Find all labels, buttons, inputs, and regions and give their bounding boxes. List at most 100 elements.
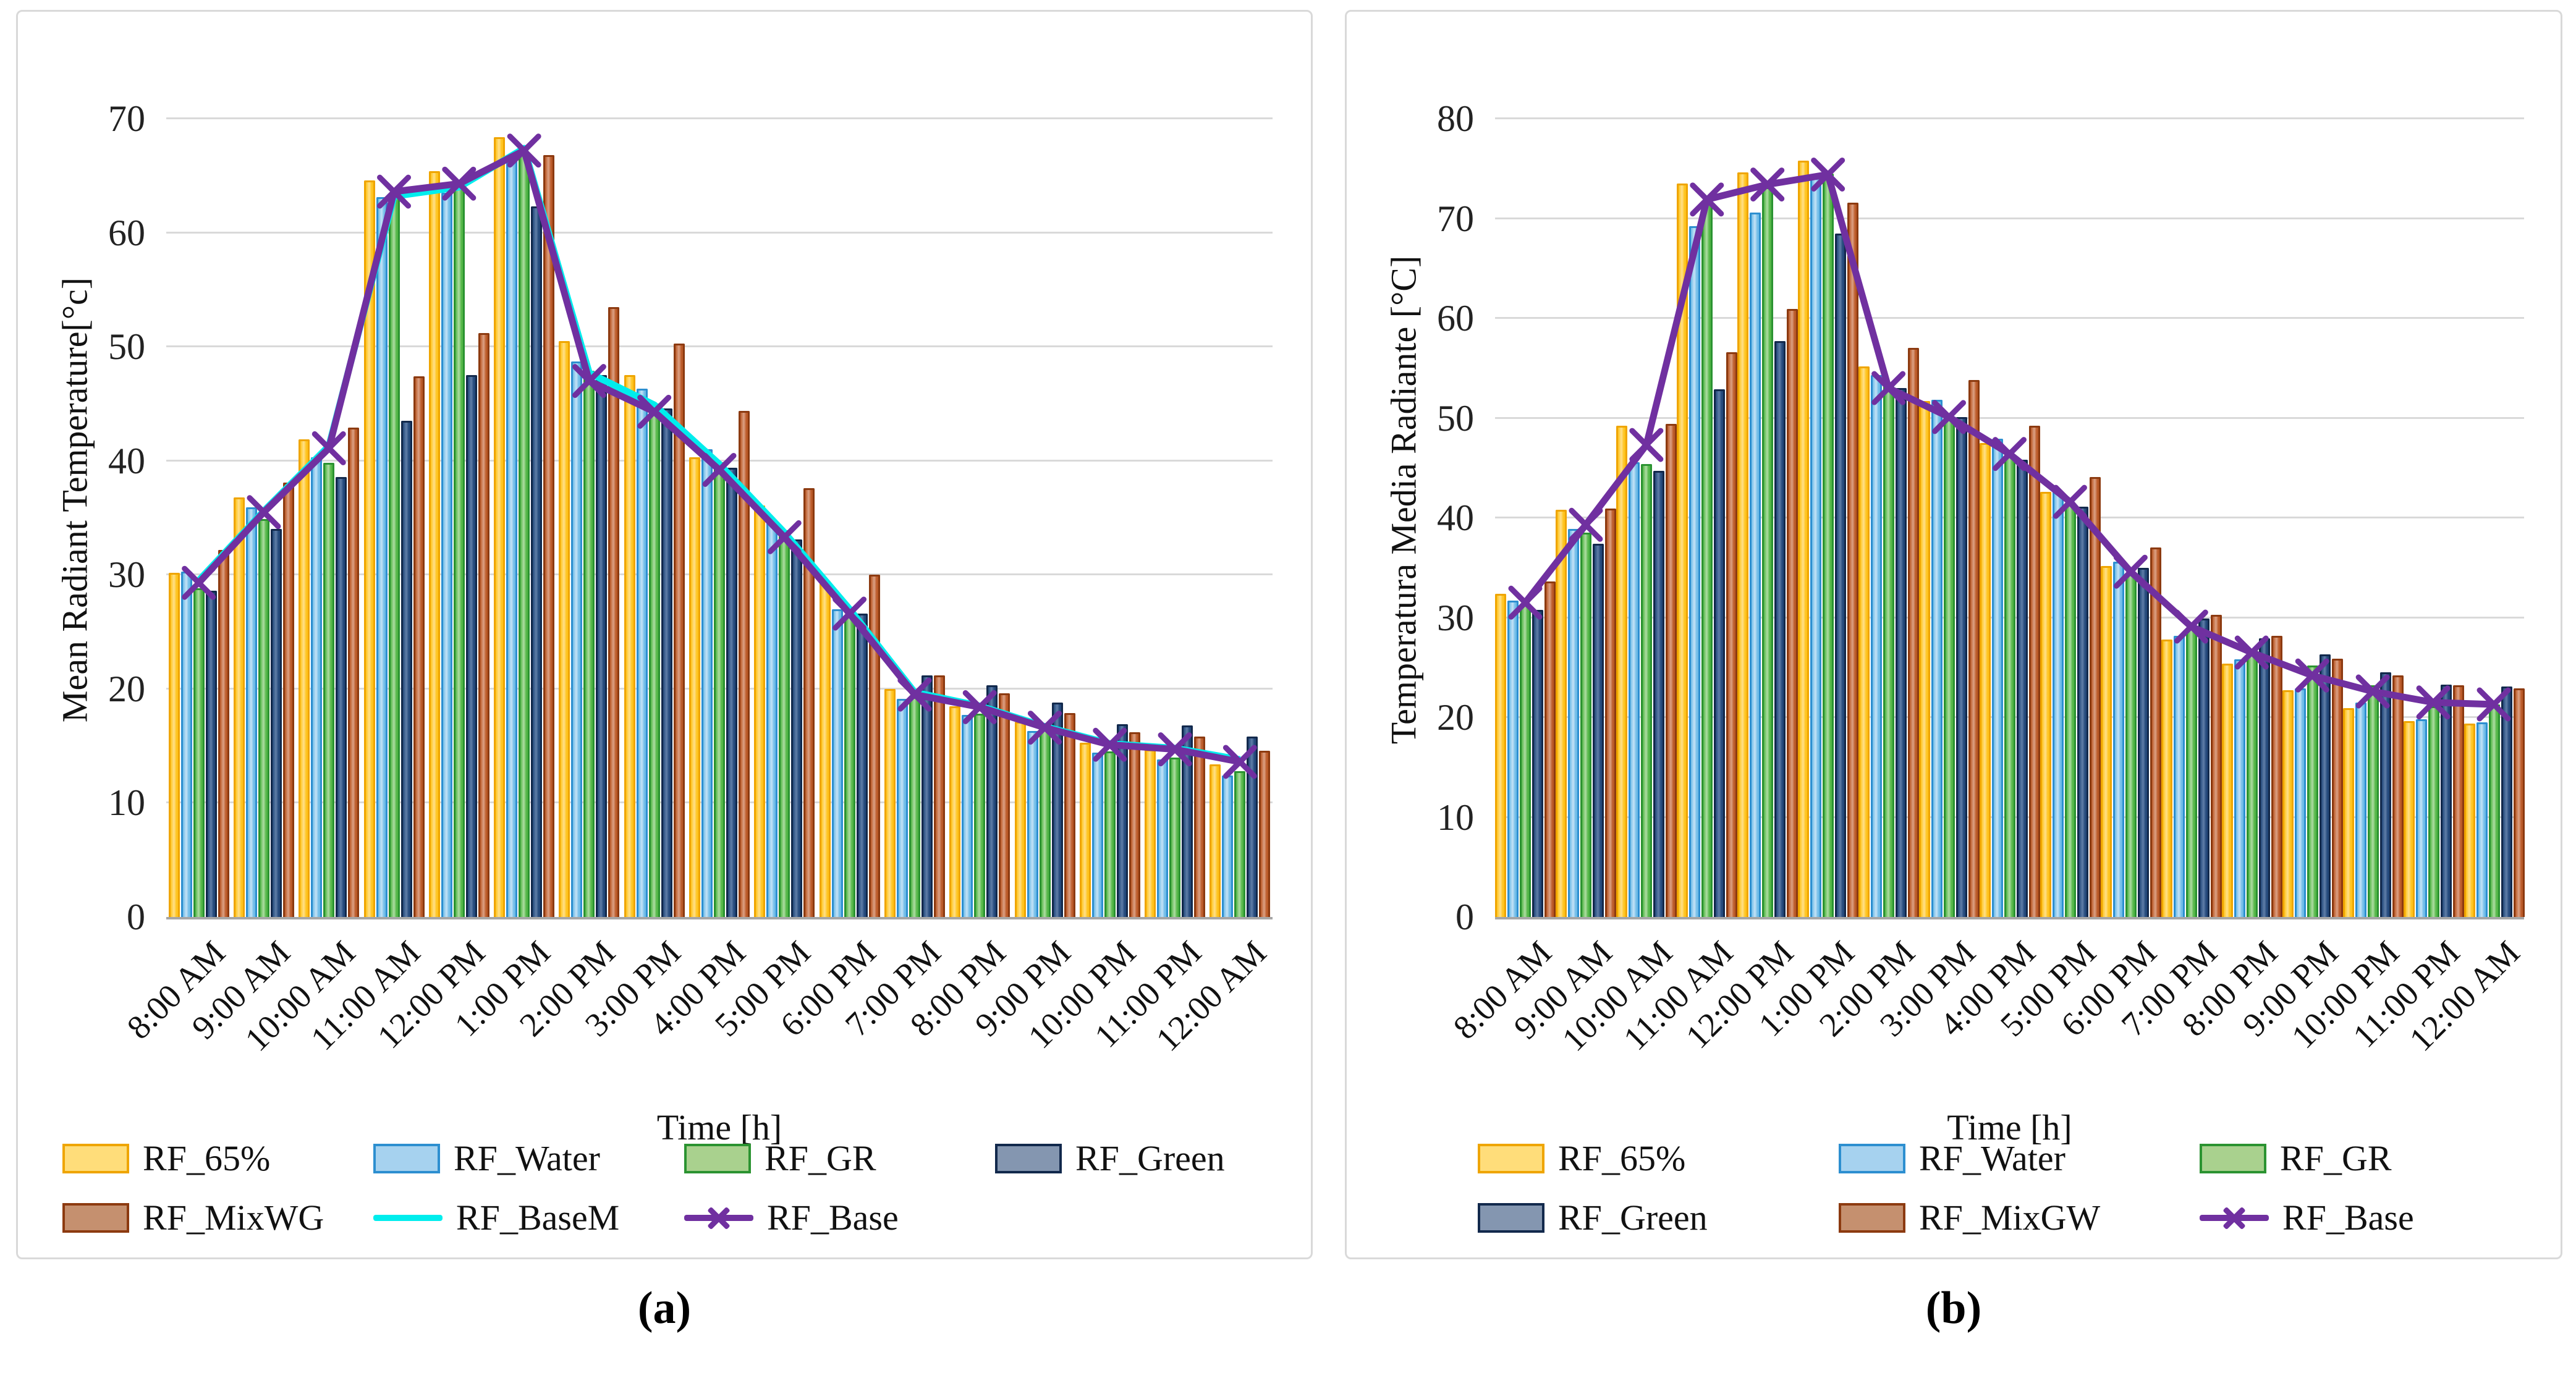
x-axis-labels: 8:00 AM 9:00 AM 10:00 AM 11:00 AM 12:00 PM 1:… [119, 924, 1273, 1101]
y-tick-label: 50 [1437, 397, 1474, 439]
legend-item-rf-gr: RF_GR [684, 1138, 995, 1179]
y-axis-ticks: 0 10 20 30 40 50 60 70 80 [1347, 83, 1484, 937]
legend-swatch-bar [1478, 1143, 1544, 1173]
legend-item-rf-65: RF_65% [62, 1138, 373, 1179]
y-tick-label: 0 [127, 897, 145, 937]
bar-rf-water [2355, 702, 2366, 917]
y-tick-label: 30 [108, 554, 145, 596]
bar-rf-mixwg [1259, 750, 1271, 917]
bar-group-8-00-pm [2222, 635, 2282, 917]
legend-line-stroke [373, 1214, 443, 1221]
bar-rf-green [921, 675, 933, 917]
bar-rf-green [1653, 471, 1664, 917]
bar-rf-65 [2040, 492, 2051, 917]
legend-item-rf-base: RF_Base [684, 1197, 995, 1238]
chart-panel-a: Mean Radiant Temperature[°c] 0 10 20 30 40 50… [16, 10, 1313, 1259]
bar-rf-green [1774, 341, 1786, 917]
bar-rf-green [2320, 654, 2331, 917]
bar-group-8-00-am [1495, 581, 1556, 917]
bar-rf-green [726, 467, 738, 917]
legend-swatch-bar [684, 1143, 751, 1173]
bar-rf-65 [1495, 593, 1506, 917]
bar-rf-green [1532, 609, 1543, 917]
bar-rf-gr [2428, 706, 2439, 917]
bar-rf-green [1835, 233, 1846, 917]
bar-rf-gr [2125, 573, 2137, 917]
bar-series-container [166, 83, 1273, 917]
bar-group-5-00-pm [2040, 476, 2101, 917]
caption-a: (a) [637, 1283, 692, 1333]
bar-rf-green [2198, 619, 2210, 917]
y-tick-label: 10 [108, 782, 145, 824]
bar-rf-65 [559, 340, 570, 917]
bar-rf-green [1247, 737, 1258, 917]
bar-rf-gr [1234, 771, 1246, 917]
bar-rf-water [2476, 722, 2488, 917]
bar-rf-gr [909, 696, 920, 917]
bar-group-12-00-pm [1737, 172, 1798, 917]
bar-rf-gr [583, 370, 595, 917]
bar-rf-green [1593, 544, 1604, 917]
bar-group-10-00-pm [2343, 672, 2404, 917]
bar-rf-65 [1737, 172, 1748, 917]
legend-swatch-bar [62, 1143, 129, 1173]
legend-x-marker-icon [2221, 1204, 2248, 1231]
bar-rf-mixgw [2150, 547, 2161, 917]
y-tick-label: 70 [1437, 198, 1474, 239]
bar-rf-gr [1823, 173, 1834, 917]
bar-group-2-00-pm [557, 306, 622, 917]
bar-rf-gr [1762, 187, 1773, 917]
legend-swatch-bar [1839, 1143, 1905, 1173]
bar-rf-water [1568, 528, 1579, 917]
bar-rf-65 [2161, 640, 2172, 917]
bar-rf-65 [624, 375, 635, 917]
legend-swatch-bar [1478, 1202, 1544, 1233]
bar-rf-65 [494, 137, 506, 917]
bar-group-5-00-pm [752, 488, 817, 917]
bar-rf-water [1871, 375, 1882, 917]
bar-rf-mixwg [803, 488, 815, 917]
y-tick-label: 60 [108, 212, 145, 253]
bar-rf-65 [819, 580, 831, 917]
y-tick-label: 30 [1437, 597, 1474, 638]
bar-group-11-00-pm [1142, 725, 1207, 917]
bar-rf-mixwg [933, 675, 945, 917]
legend-x-marker-icon [705, 1204, 732, 1231]
bar-group-12-00-am [2464, 686, 2525, 917]
legend-item-rf-mixwg: RF_MixWG [62, 1197, 373, 1238]
bar-group-12-00-am [1208, 737, 1273, 917]
bar-rf-mixgw [1605, 509, 1616, 917]
bar-rf-green [1896, 388, 1907, 917]
legend-row: RF_65% RF_Water RF_GR RF_Green [18, 1138, 1311, 1179]
bar-rf-green [205, 591, 217, 917]
y-tick-label: 10 [1437, 796, 1474, 838]
legend-item-rf-water: RF_Water [373, 1138, 684, 1179]
caption-b: (b) [1925, 1283, 1982, 1333]
bar-rf-gr [2186, 628, 2197, 917]
bar-rf-green [1714, 389, 1725, 917]
legend-swatch-bar [1839, 1202, 1905, 1233]
bar-rf-green [2017, 460, 2028, 917]
legend-row: RF_65% RF_Water RF_GR [1347, 1138, 2561, 1179]
bar-rf-water [1750, 212, 1761, 917]
bar-rf-water [962, 715, 973, 917]
x-axis-title: Time [h] [656, 1107, 782, 1147]
bar-group-9-00-pm [1012, 703, 1077, 917]
legend-label: RF_Base [2282, 1198, 2414, 1238]
bar-rf-gr [323, 463, 335, 917]
bar-group-9-00-am [231, 482, 296, 917]
legend-label: RF_65% [1558, 1138, 1686, 1178]
y-tick-label: 40 [1437, 497, 1474, 538]
bar-rf-water [2113, 562, 2124, 917]
bar-rf-mixwg [413, 376, 425, 917]
bar-rf-gr [2065, 504, 2076, 917]
bar-rf-mixwg [868, 575, 880, 917]
bar-rf-mixgw [1544, 581, 1556, 917]
bar-rf-water [1689, 226, 1700, 917]
bar-rf-mixgw [1847, 202, 1858, 917]
bar-rf-water [2053, 492, 2064, 917]
bar-rf-gr [2247, 648, 2258, 917]
legend-label: RF_GR [2280, 1138, 2392, 1178]
legend-swatch-line [373, 1203, 443, 1233]
plot-area [1495, 83, 2525, 919]
